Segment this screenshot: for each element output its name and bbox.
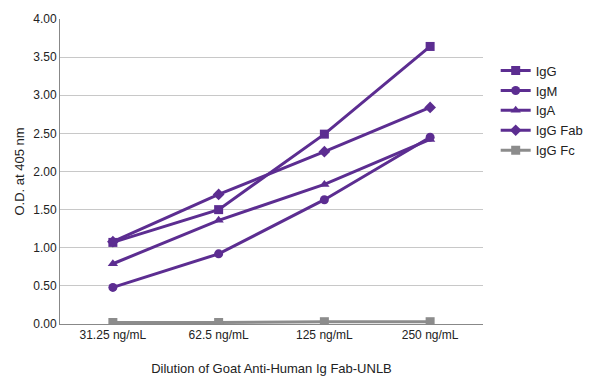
svg-text:3.00: 3.00 [33,88,57,102]
svg-text:IgG: IgG [536,64,557,79]
svg-text:0.50: 0.50 [33,279,57,293]
svg-text:2.50: 2.50 [33,127,57,141]
svg-text:31.25 ng/mL: 31.25 ng/mL [80,328,147,342]
svg-text:IgG Fab: IgG Fab [536,123,583,138]
svg-text:62.5 ng/mL: 62.5 ng/mL [189,328,249,342]
svg-text:2.00: 2.00 [33,165,57,179]
svg-text:125 ng/mL: 125 ng/mL [296,328,353,342]
svg-text:1.00: 1.00 [33,241,57,255]
svg-text:3.50: 3.50 [33,50,57,64]
svg-text:O.D. at 405 nm: O.D. at 405 nm [12,127,27,215]
svg-text:4.00: 4.00 [33,12,57,26]
svg-text:0.00: 0.00 [33,317,57,331]
svg-text:IgA: IgA [536,103,556,118]
svg-text:1.50: 1.50 [33,203,57,217]
svg-text:IgM: IgM [536,84,558,99]
svg-text:Dilution of Goat Anti-Human Ig: Dilution of Goat Anti-Human Ig Fab-UNLB [151,361,392,376]
svg-text:IgG Fc: IgG Fc [536,143,576,158]
svg-text:250 ng/mL: 250 ng/mL [402,328,459,342]
